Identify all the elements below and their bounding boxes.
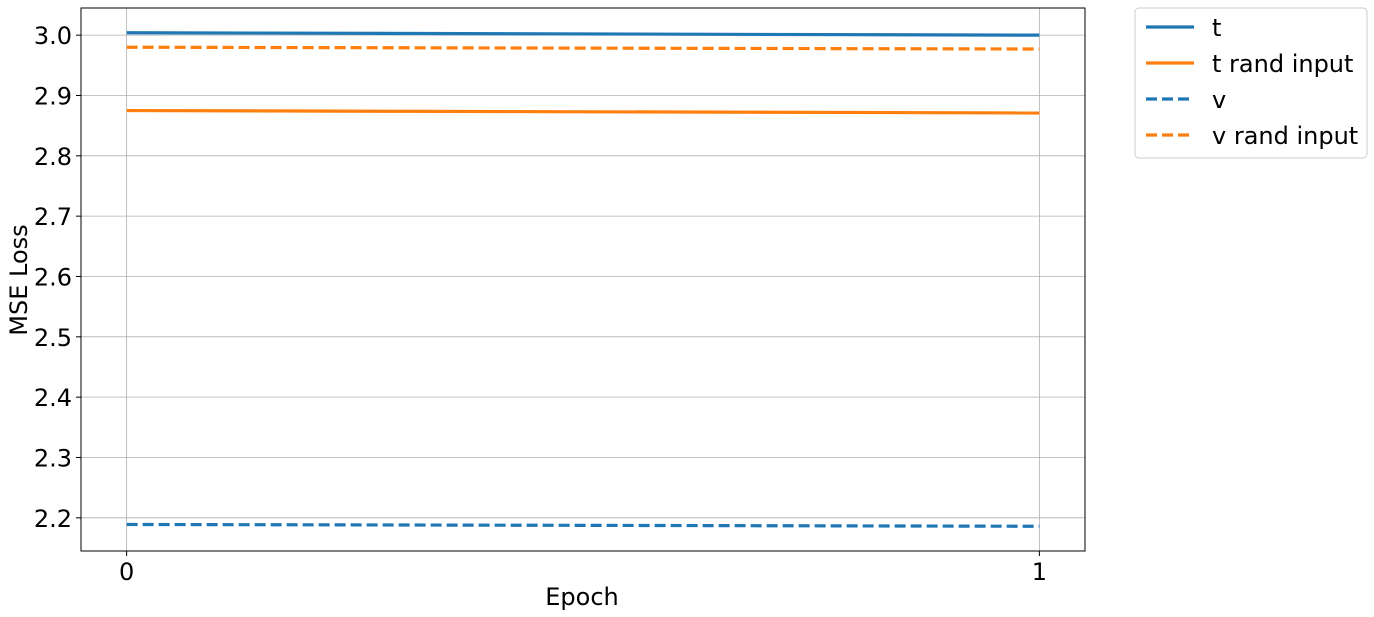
y-axis-label: MSE Loss <box>5 224 33 335</box>
y-tick-label: 2.3 <box>34 444 72 472</box>
y-tick-label: 2.5 <box>34 324 72 352</box>
x-tick-label: 0 <box>119 558 134 586</box>
series-line-1 <box>126 108 1040 115</box>
axis-ticks: 2.2 2.3 2.4 2.5 2.6 2.7 2.8 2.9 3.0 0 1 <box>34 22 1047 586</box>
legend-frame <box>1134 7 1368 159</box>
series-lines <box>126 31 1040 528</box>
series-line-3 <box>126 45 1040 51</box>
y-tick-label: 2.9 <box>34 82 72 110</box>
y-tick-label: 2.4 <box>34 384 72 412</box>
legend-label-0: t <box>1212 14 1221 42</box>
y-tick-label: 3.0 <box>34 22 72 50</box>
series-line-2 <box>126 522 1040 528</box>
x-axis-label: Epoch <box>545 583 619 611</box>
y-tick-label: 2.7 <box>34 203 72 231</box>
legend-label-3: v rand input <box>1212 122 1358 150</box>
series-line-0 <box>126 31 1040 37</box>
y-tick-label: 2.2 <box>34 505 72 533</box>
plot-frame <box>80 7 1086 552</box>
y-tick-label: 2.8 <box>34 143 72 171</box>
legend-label-1: t rand input <box>1212 50 1353 78</box>
legend: t t rand input v v rand input <box>1134 7 1368 159</box>
y-tick-label: 2.6 <box>34 263 72 291</box>
grid-lines <box>81 8 1085 551</box>
legend-label-2: v <box>1212 86 1226 114</box>
x-tick-label: 1 <box>1032 558 1047 586</box>
